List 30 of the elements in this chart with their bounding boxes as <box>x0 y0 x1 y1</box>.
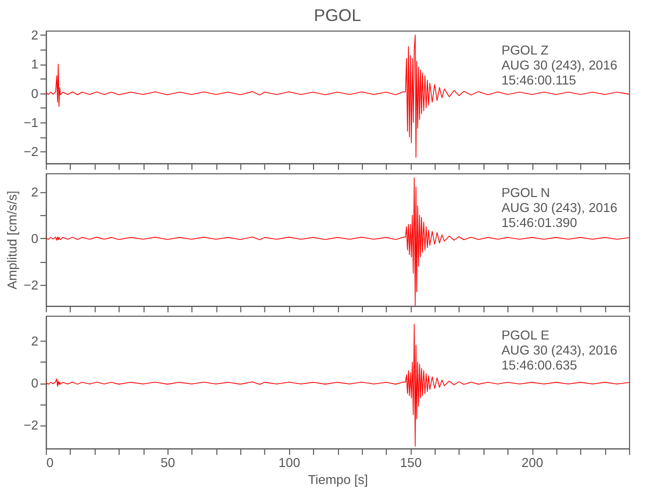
y-tick-label: −2 <box>24 144 38 160</box>
y-tick-label: 1 <box>31 56 38 72</box>
y-tick-label: 2 <box>31 28 38 43</box>
annotation: PGOL N <box>501 185 550 200</box>
y-tick-label: 0 <box>31 86 38 101</box>
annotation: AUG 30 (243), 2016 <box>501 200 618 216</box>
y-tick-label: 2 <box>31 334 38 349</box>
annotation: PGOL E <box>501 328 550 343</box>
x-tick-label: 100 <box>278 454 300 470</box>
y-tick-label: 2 <box>31 184 38 200</box>
x-tick-label: 200 <box>522 454 544 470</box>
x-tick-label: 50 <box>160 454 176 470</box>
y-axis-title: Amplitud [cm/s/s] <box>4 190 20 290</box>
annotation: PGOL Z <box>501 42 549 58</box>
y-tick-label: 0 <box>31 376 38 391</box>
y-tick-label: −1 <box>24 114 38 130</box>
annotation: AUG 30 (243), 2016 <box>501 58 618 73</box>
annotation: AUG 30 (243), 2016 <box>501 342 618 358</box>
annotation: 15:46:01.390 <box>501 215 578 230</box>
chart-title: PGOL <box>314 6 361 26</box>
x-tick-label: 150 <box>400 454 422 470</box>
line-series <box>46 324 630 447</box>
x-axis-title: Tiempo [s] <box>308 472 368 487</box>
line-series <box>46 34 630 158</box>
y-tick-label: 0 <box>31 230 38 246</box>
annotation: 15:46:00.115 <box>501 72 576 88</box>
annotation: 15:46:00.635 <box>501 358 578 373</box>
y-tick-label: −2 <box>24 277 38 292</box>
x-tick-label: 0 <box>46 454 54 470</box>
y-tick-label: −2 <box>24 418 38 433</box>
